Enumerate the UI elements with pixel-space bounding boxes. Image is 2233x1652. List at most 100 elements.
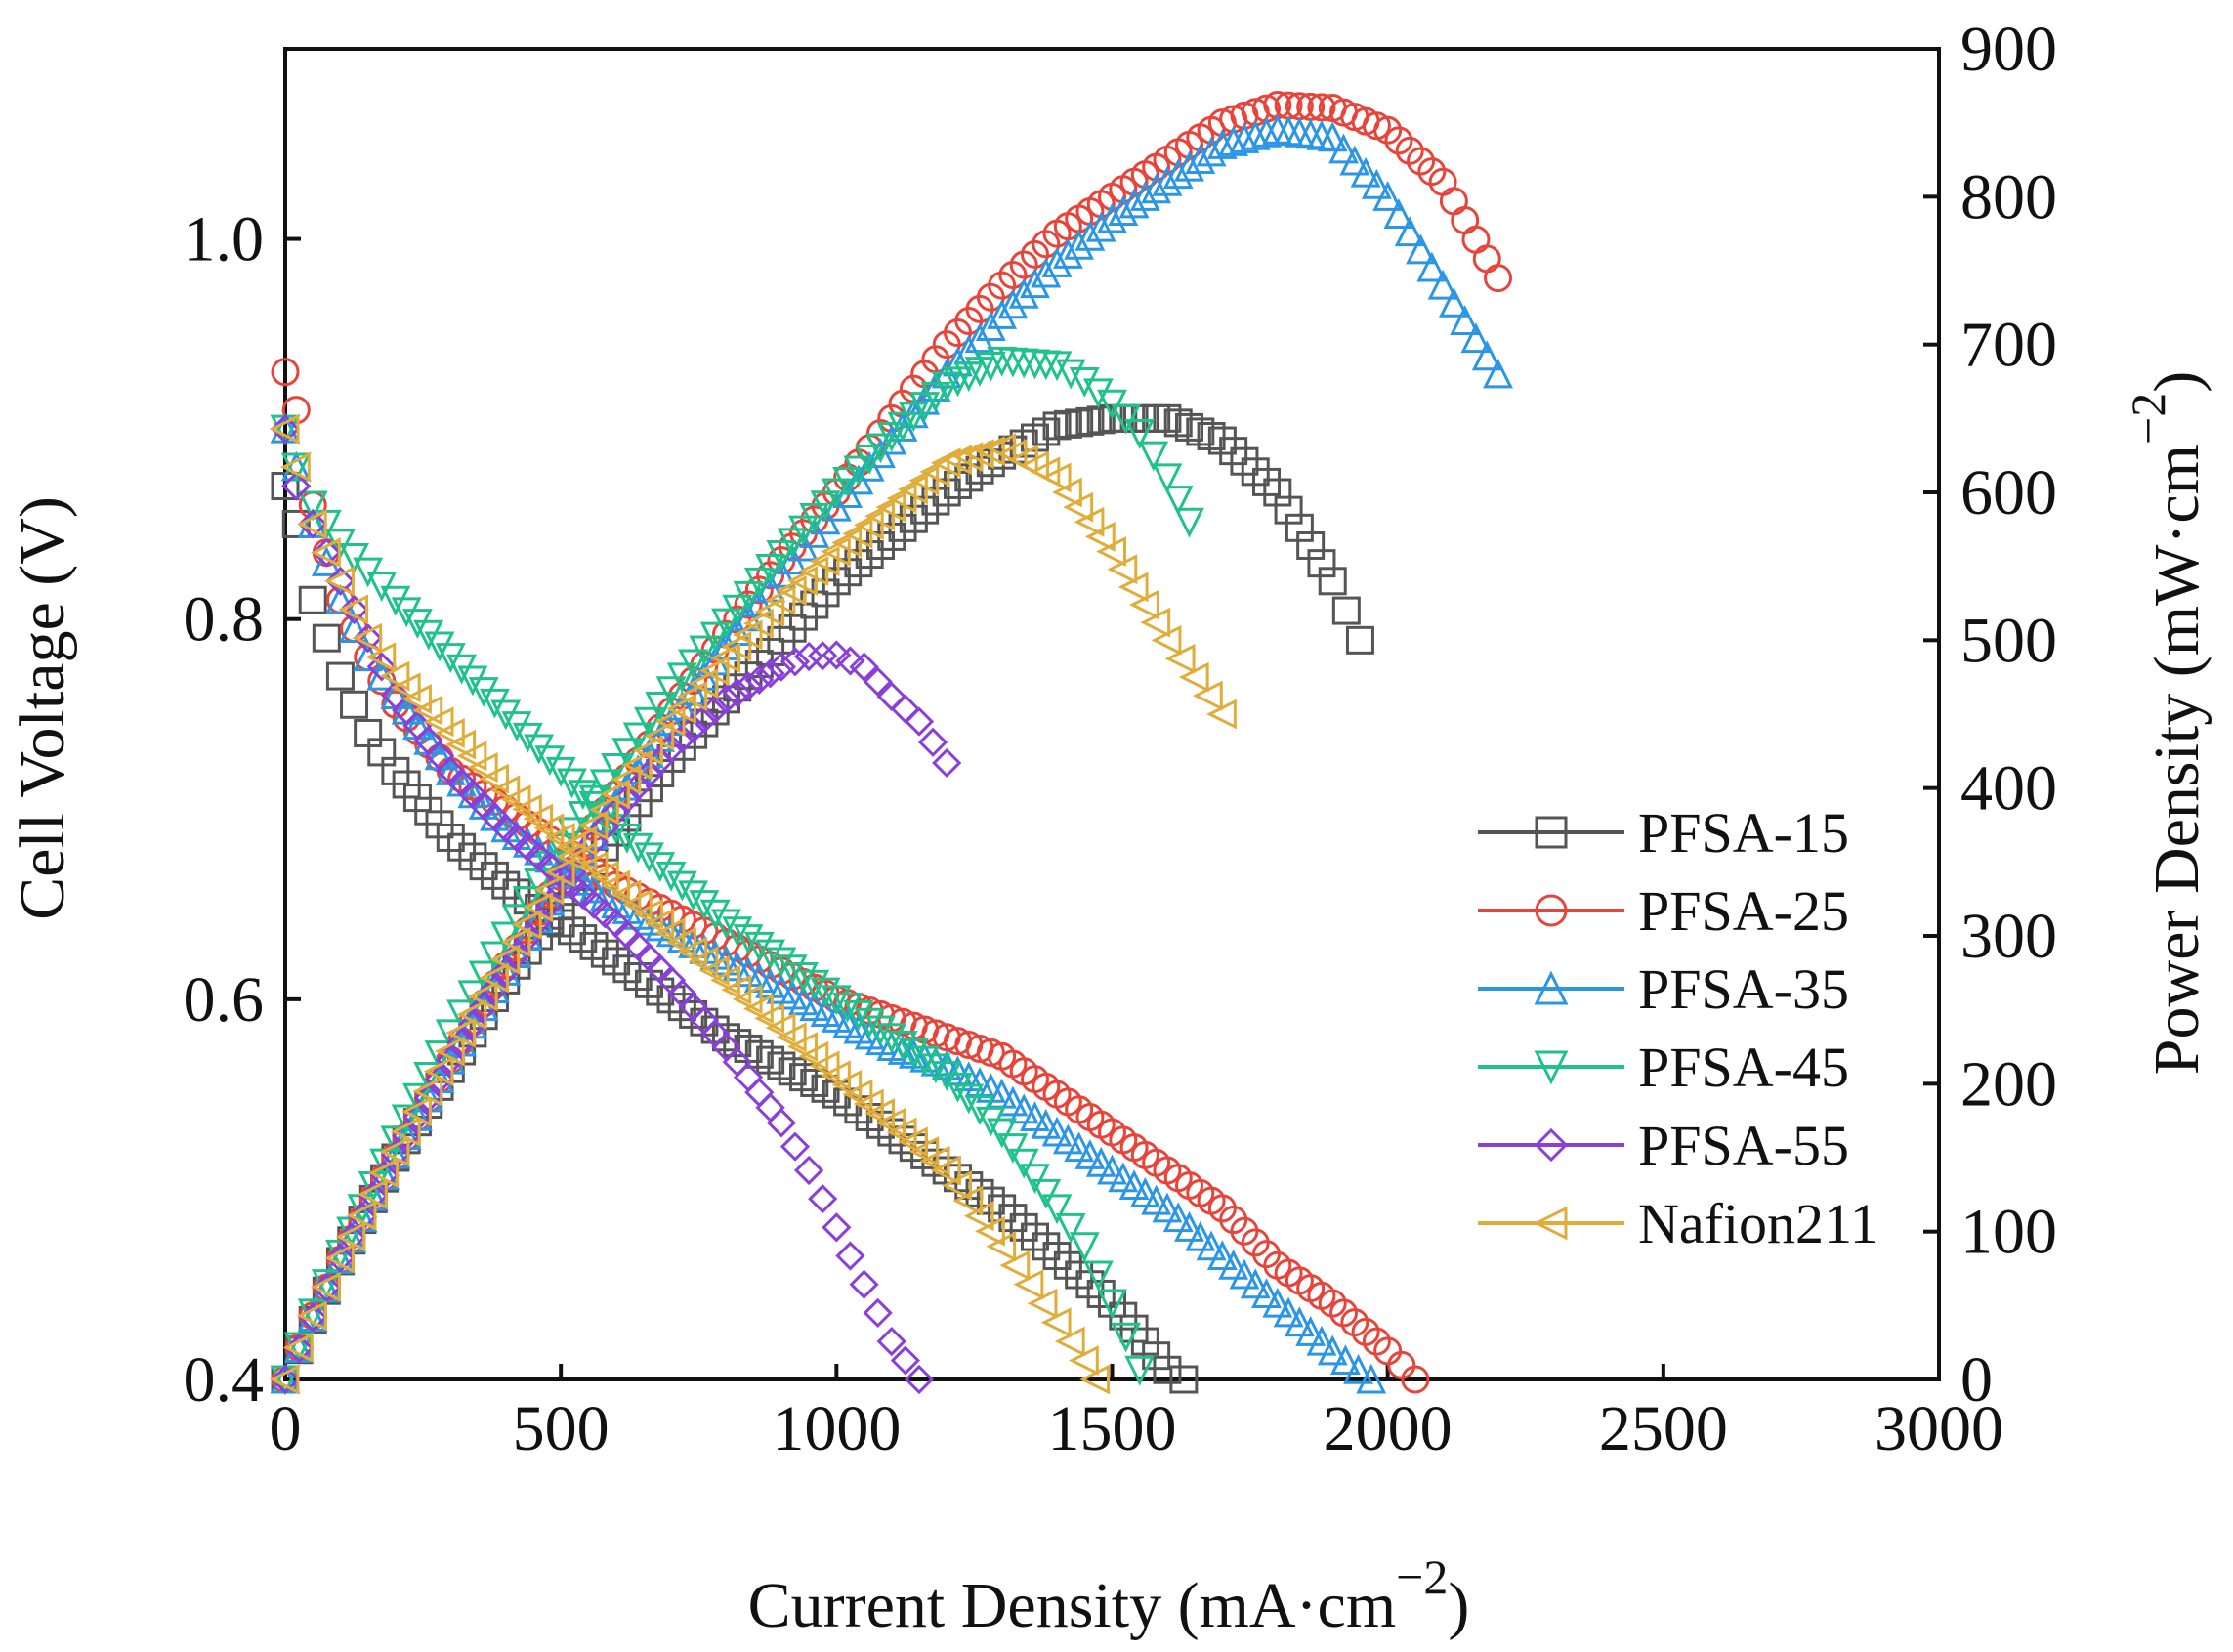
polarization-point (1240, 1268, 1271, 1299)
y-right-tick-label: 700 (1960, 310, 2057, 381)
power-point (1020, 268, 1050, 299)
polarization-point (776, 1022, 807, 1053)
power-point (887, 411, 918, 443)
legend-marker (1534, 1050, 1569, 1085)
power-point (357, 1179, 388, 1209)
polarization-point (733, 924, 764, 954)
polarization-point (339, 613, 369, 643)
polarization-point (793, 1155, 824, 1186)
power-point (1345, 625, 1374, 655)
polarization-point (1153, 1355, 1182, 1384)
power-point (633, 735, 663, 766)
power-point (1124, 418, 1156, 449)
power-point (335, 1221, 366, 1252)
polarization-point (312, 623, 341, 653)
polarization-point (699, 899, 731, 930)
power-point (523, 892, 554, 923)
polarization-point (310, 537, 341, 569)
power-point (1192, 680, 1223, 711)
polarization-point (1020, 1222, 1049, 1251)
power-point (1394, 216, 1425, 247)
polarization-point (765, 1012, 796, 1043)
polarization-point (821, 985, 852, 1016)
polarization-point (942, 1170, 972, 1201)
power-point (392, 1121, 422, 1151)
polarization-point (340, 690, 369, 719)
polarization-point (1111, 1322, 1142, 1353)
power-point (721, 631, 752, 662)
polarization-point (412, 695, 443, 726)
power-point (423, 1056, 454, 1087)
power-point (1032, 417, 1061, 446)
power-point (533, 874, 565, 906)
polarization-point (853, 1088, 884, 1120)
polarization-point (721, 974, 752, 1005)
power-point (1186, 417, 1215, 446)
power-point (954, 463, 984, 492)
polarization-point (919, 1145, 950, 1176)
polarization-point (579, 931, 609, 960)
power-point (1372, 180, 1404, 211)
power-point (1097, 389, 1127, 420)
polarization-point (854, 1007, 885, 1038)
power-point (742, 608, 774, 639)
power-point (467, 981, 498, 1012)
power-point (734, 590, 763, 619)
polarization-point (988, 1194, 1017, 1223)
power-point (677, 681, 708, 711)
polarization-point (1295, 1316, 1327, 1346)
polarization-point (1218, 1249, 1249, 1280)
power-point (445, 1017, 477, 1048)
polarization-point (1055, 1212, 1086, 1244)
power-point (1296, 530, 1326, 560)
legend-item: PFSA-35 (1478, 957, 1849, 1021)
polarization-point (1031, 1178, 1062, 1209)
power-point (1108, 195, 1139, 226)
power-point (621, 749, 653, 781)
polarization-point (645, 852, 676, 883)
polarization-point (353, 623, 383, 654)
polarization-point (633, 898, 663, 929)
polarization-point (876, 1326, 906, 1357)
polarization-point (997, 1085, 1029, 1117)
legend-item: Nafion211 (1478, 1192, 1878, 1255)
polarization-point (1206, 1240, 1238, 1271)
series-PFSA-55 (270, 414, 962, 1395)
polarization-point (1141, 1184, 1172, 1215)
polarization-point (479, 763, 509, 794)
y-left-tick-label: 1.0 (184, 204, 265, 275)
polarization-point (743, 931, 775, 962)
legend-marker (1533, 1206, 1568, 1241)
polarization-point (1196, 1230, 1227, 1261)
polarization-point (270, 414, 301, 445)
polarization-point (864, 1098, 895, 1129)
power-point (688, 668, 719, 699)
power-point (997, 288, 1029, 319)
polarization-point (887, 1031, 918, 1061)
polarization-point (810, 977, 841, 1008)
power-point (756, 561, 785, 590)
power-point (698, 656, 730, 686)
power-point (1383, 198, 1414, 229)
power-point (1086, 405, 1116, 435)
power-point (1350, 156, 1381, 188)
polarization-point (298, 509, 328, 539)
polarization-point (963, 1201, 994, 1232)
power-point (666, 662, 697, 694)
polarization-point (1008, 1148, 1039, 1179)
power-point (379, 1136, 410, 1167)
power-point (665, 694, 696, 724)
power-point (820, 536, 851, 567)
power-point (1174, 507, 1204, 538)
power-point (457, 1009, 487, 1039)
polarization-point (1306, 1325, 1337, 1356)
power-point (1162, 486, 1194, 516)
power-point (310, 1271, 341, 1302)
polarization-point (621, 889, 653, 919)
polarization-point (908, 1136, 940, 1166)
polarization-point (952, 1185, 984, 1216)
power-point (932, 747, 962, 779)
polarization-point (974, 1215, 1005, 1247)
power-point (1174, 150, 1204, 182)
polarization-point (976, 1186, 1005, 1215)
